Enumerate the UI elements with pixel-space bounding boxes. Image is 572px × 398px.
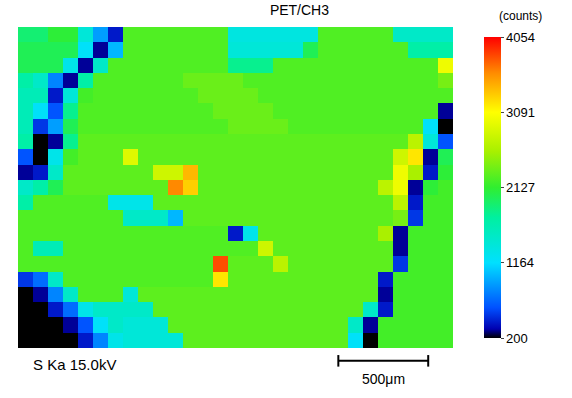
svg-text:1164: 1164	[506, 255, 534, 270]
svg-text:(counts): (counts)	[499, 9, 542, 23]
svg-text:3091: 3091	[506, 105, 535, 120]
svg-text:4054: 4054	[506, 30, 535, 45]
svg-text:2127: 2127	[506, 180, 535, 195]
svg-text:200: 200	[506, 331, 528, 346]
svg-text:S Ka 15.0kV: S Ka 15.0kV	[33, 356, 116, 373]
svg-text:PET/CH3: PET/CH3	[270, 2, 329, 18]
svg-text:500μm: 500μm	[362, 371, 405, 387]
